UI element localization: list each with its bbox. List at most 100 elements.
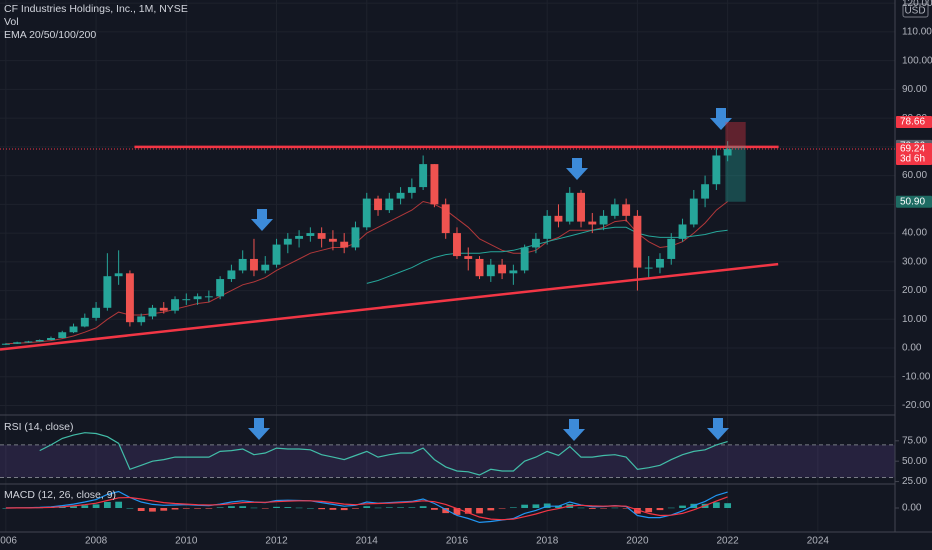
candle-body: [498, 264, 507, 274]
macd-histogram-bar: [205, 508, 213, 509]
macd-histogram-bar: [239, 506, 247, 508]
trendline: [0, 262, 779, 351]
macd-histogram-bar: [476, 508, 483, 514]
macd-histogram-bar: [600, 508, 607, 509]
candle-body: [577, 192, 585, 222]
indicator-label: Vol: [4, 16, 19, 28]
rsi-band: [0, 444, 895, 478]
macd-histogram-bar: [679, 505, 686, 508]
candle-body: [419, 164, 428, 188]
candle-body: [588, 221, 597, 225]
y-tick-label: 75.00: [902, 435, 927, 446]
candle-body: [656, 258, 664, 268]
candle-body: [407, 187, 416, 193]
y-tick-label: 50.00: [902, 456, 927, 467]
price-label: 50.90: [900, 196, 925, 207]
candle-body: [509, 270, 518, 274]
chart-title: CF Industries Holdings, Inc., 1M, NYSE: [4, 3, 188, 15]
y-tick-label: 40.00: [902, 228, 927, 239]
candle-body: [475, 258, 484, 277]
candle-body: [554, 215, 563, 222]
y-tick-label: 110.00: [902, 27, 932, 38]
macd-histogram-bar: [408, 507, 416, 508]
arrow: [707, 418, 729, 440]
macd-title: MACD (12, 26, close, 9): [4, 489, 116, 501]
macd-histogram-bar: [588, 508, 596, 509]
macd-histogram-bar: [712, 502, 720, 508]
macd-histogram-bar: [352, 508, 359, 509]
macd-histogram-bar: [645, 508, 653, 513]
macd-histogram-bar: [273, 506, 280, 508]
x-tick-label: 2010: [175, 536, 198, 547]
macd-histogram-bar: [115, 501, 123, 508]
candle-body: [69, 326, 78, 333]
candle-body: [103, 276, 112, 308]
y-tick-label: 20.00: [902, 285, 927, 296]
price-label-box: [896, 115, 932, 128]
candle-body: [272, 244, 281, 265]
arrow: [710, 108, 732, 130]
macd-histogram-bar: [295, 507, 303, 509]
candle-body: [622, 204, 631, 216]
candle-body: [723, 149, 732, 156]
macd-histogram-bar: [577, 507, 585, 509]
macd-histogram-bar: [532, 504, 540, 508]
macd-histogram-bar: [171, 508, 179, 510]
x-tick-label: 2022: [717, 536, 740, 547]
candle-body: [328, 238, 337, 242]
position-target: [725, 145, 746, 202]
rsi-title: RSI (14, close): [4, 421, 73, 433]
y-tick-label: 60.00: [902, 170, 927, 181]
currency: USD: [904, 6, 925, 17]
macd-histogram-bar: [228, 506, 235, 508]
macd-histogram-bar: [92, 504, 100, 508]
candle-body: [114, 273, 123, 277]
candle-body: [678, 224, 687, 239]
candle-body: [80, 317, 89, 327]
candle-body: [689, 198, 698, 225]
candle-body: [453, 233, 461, 257]
candle-body: [238, 258, 247, 271]
candle-body: [701, 184, 710, 199]
y-tick-label: -10.00: [902, 371, 931, 382]
candle-body: [441, 204, 450, 234]
candle-body: [24, 341, 33, 343]
macd-histogram-bar: [724, 503, 732, 508]
candle-body: [531, 238, 540, 248]
candle-body: [599, 215, 608, 225]
macd-histogram-bar: [2, 508, 10, 509]
macd-histogram-bar: [284, 507, 292, 508]
candle-body: [362, 198, 371, 228]
candle-body: [565, 192, 574, 222]
macd-histogram-bar: [182, 508, 190, 509]
macd-histogram-bar: [622, 508, 630, 509]
macd-histogram-bar: [194, 508, 201, 509]
x-tick-label: 2016: [446, 536, 469, 547]
price-countdown: 3d 6h: [900, 154, 925, 165]
y-tick-label: 0.00: [902, 503, 922, 514]
candle-body: [193, 296, 202, 300]
macd-histogram-bar: [611, 507, 619, 509]
y-tick-label: 90.00: [902, 84, 927, 95]
candle-body: [633, 215, 642, 268]
candle-body: [667, 238, 676, 259]
x-tick-label: 2008: [85, 536, 108, 547]
y-tick-label: 0.00: [902, 343, 922, 354]
macd-histogram-bar: [634, 508, 641, 514]
macd-histogram-bar: [137, 508, 145, 511]
y-tick-label: 120.00: [902, 0, 932, 9]
candle-body: [182, 299, 191, 301]
x-tick-label: 2018: [536, 536, 559, 547]
candle-body: [148, 307, 157, 317]
macd-histogram-bar: [656, 508, 664, 511]
candle-body: [340, 241, 349, 248]
indicator-label: EMA 20/50/100/200: [4, 29, 96, 41]
x-tick-label: 2024: [807, 536, 830, 547]
candle-body: [385, 198, 394, 211]
candle-body: [204, 296, 213, 298]
candle-body: [171, 299, 179, 311]
macd-histogram-bar: [261, 508, 269, 509]
y-tick-label: 25.00: [902, 476, 927, 487]
x-tick-label: 2014: [356, 536, 379, 547]
